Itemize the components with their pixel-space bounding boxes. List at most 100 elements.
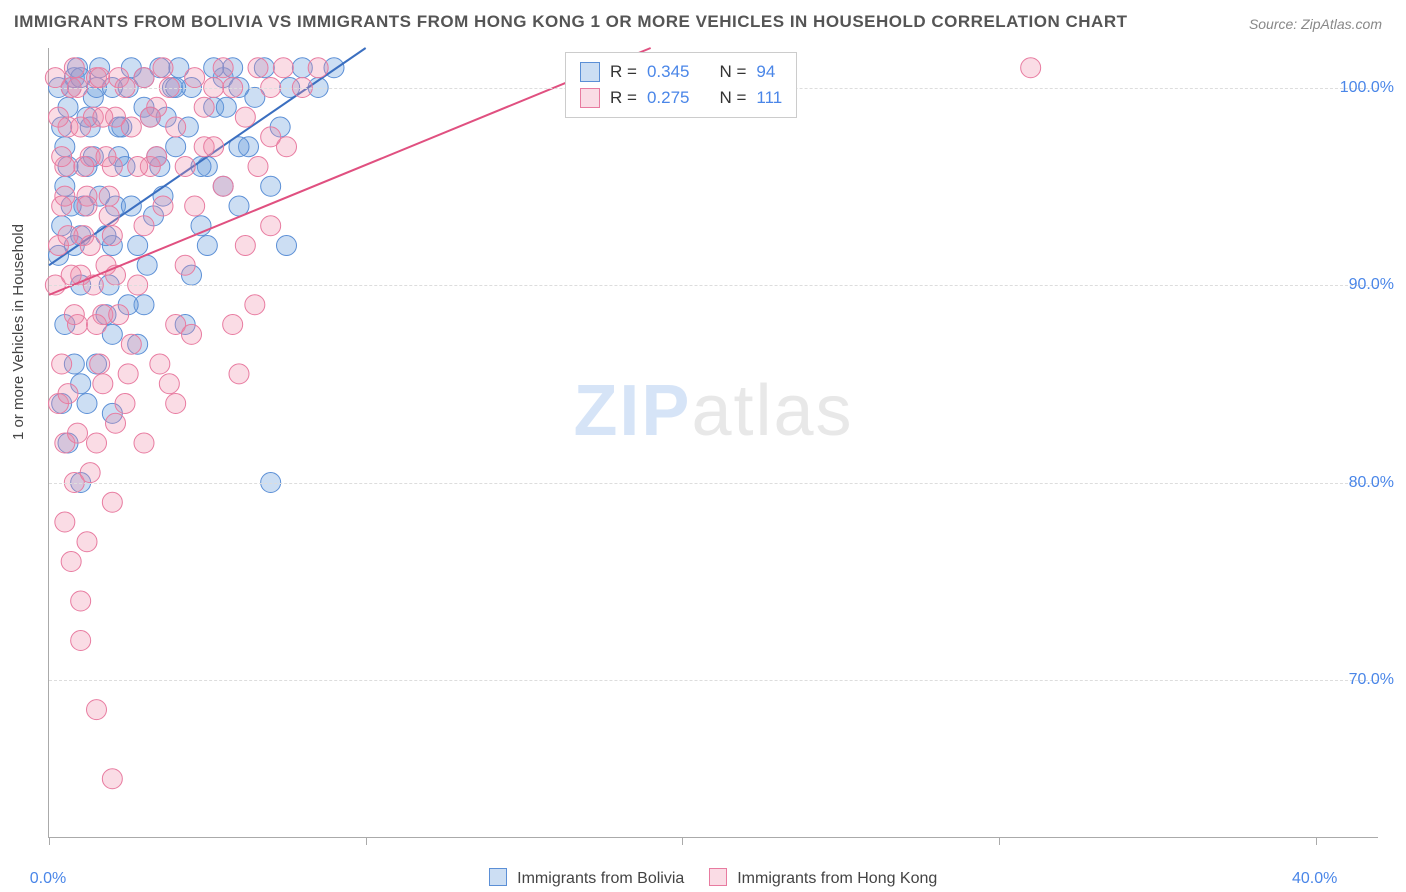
source-label: Source: ZipAtlas.com <box>1249 16 1382 32</box>
scatter-point-bolivia <box>128 236 148 256</box>
scatter-point-hongkong <box>90 68 110 88</box>
gridline-h <box>49 285 1378 286</box>
scatter-point-bolivia <box>197 236 217 256</box>
scatter-point-hongkong <box>204 137 224 157</box>
scatter-point-hongkong <box>248 157 268 177</box>
scatter-point-hongkong <box>102 492 122 512</box>
scatter-point-hongkong <box>64 58 84 78</box>
y-tick-label: 70.0% <box>1349 671 1394 689</box>
scatter-point-hongkong <box>71 591 91 611</box>
scatter-point-bolivia <box>277 236 297 256</box>
scatter-point-hongkong <box>49 107 69 127</box>
scatter-point-hongkong <box>213 176 233 196</box>
x-tick <box>1316 837 1317 845</box>
n-label: N = <box>719 88 746 108</box>
x-tick <box>999 837 1000 845</box>
stats-row-hongkong: R = 0.275 N = 111 <box>580 85 782 111</box>
y-tick-label: 100.0% <box>1340 79 1394 97</box>
scatter-point-hongkong <box>134 68 154 88</box>
scatter-point-hongkong <box>248 58 268 78</box>
correlation-stats-box: R = 0.345 N = 94 R = 0.275 N = 111 <box>565 52 797 118</box>
scatter-point-hongkong <box>159 374 179 394</box>
scatter-point-hongkong <box>140 107 160 127</box>
scatter-point-bolivia <box>261 176 281 196</box>
scatter-point-hongkong <box>87 700 107 720</box>
chart-title: IMMIGRANTS FROM BOLIVIA VS IMMIGRANTS FR… <box>14 12 1128 32</box>
scatter-point-hongkong <box>245 295 265 315</box>
scatter-point-hongkong <box>99 206 119 226</box>
scatter-point-hongkong <box>55 512 75 532</box>
scatter-point-bolivia <box>77 394 97 414</box>
scatter-point-bolivia <box>216 97 236 117</box>
scatter-point-hongkong <box>106 413 126 433</box>
scatter-point-hongkong <box>77 196 97 216</box>
r-label: R = <box>610 88 637 108</box>
scatter-point-hongkong <box>80 236 100 256</box>
scatter-point-hongkong <box>134 216 154 236</box>
scatter-point-hongkong <box>175 255 195 275</box>
scatter-point-hongkong <box>115 394 135 414</box>
scatter-point-hongkong <box>182 324 202 344</box>
swatch-icon <box>580 88 600 108</box>
scatter-point-hongkong <box>185 68 205 88</box>
scatter-point-hongkong <box>61 552 81 572</box>
y-tick-label: 90.0% <box>1349 276 1394 294</box>
legend-bottom: Immigrants from Bolivia Immigrants from … <box>0 868 1406 888</box>
gridline-h <box>49 680 1378 681</box>
scatter-point-hongkong <box>194 97 214 117</box>
plot-area: ZIPatlas <box>48 48 1378 838</box>
scatter-point-hongkong <box>308 58 328 78</box>
scatter-point-hongkong <box>102 769 122 789</box>
scatter-point-hongkong <box>229 364 249 384</box>
scatter-point-hongkong <box>52 147 72 167</box>
x-tick <box>366 837 367 845</box>
n-value: 94 <box>756 62 775 82</box>
scatter-point-hongkong <box>223 315 243 335</box>
gridline-h <box>49 483 1378 484</box>
swatch-icon <box>580 62 600 82</box>
scatter-point-hongkong <box>213 58 233 78</box>
y-tick-label: 80.0% <box>1349 474 1394 492</box>
scatter-point-hongkong <box>185 196 205 216</box>
scatter-point-hongkong <box>71 631 91 651</box>
n-label: N = <box>719 62 746 82</box>
scatter-point-hongkong <box>153 58 173 78</box>
scatter-point-hongkong <box>261 216 281 236</box>
y-axis-label: 1 or more Vehicles in Household <box>10 224 27 440</box>
scatter-point-hongkong <box>134 433 154 453</box>
scatter-point-hongkong <box>1021 58 1041 78</box>
swatch-icon <box>489 868 507 886</box>
chart-svg <box>49 48 1378 837</box>
scatter-point-hongkong <box>93 374 113 394</box>
scatter-point-hongkong <box>150 354 170 374</box>
scatter-point-hongkong <box>235 236 255 256</box>
scatter-point-hongkong <box>87 315 107 335</box>
scatter-point-hongkong <box>166 117 186 137</box>
scatter-point-hongkong <box>87 433 107 453</box>
scatter-point-hongkong <box>71 117 91 137</box>
scatter-point-hongkong <box>58 384 78 404</box>
scatter-point-hongkong <box>166 394 186 414</box>
r-value: 0.345 <box>647 62 690 82</box>
scatter-point-hongkong <box>118 364 138 384</box>
scatter-point-hongkong <box>77 532 97 552</box>
scatter-point-hongkong <box>121 117 141 137</box>
scatter-point-hongkong <box>235 107 255 127</box>
scatter-point-hongkong <box>68 423 88 443</box>
scatter-point-hongkong <box>45 68 65 88</box>
n-value: 111 <box>756 88 782 108</box>
legend-label-hongkong: Immigrants from Hong Kong <box>737 870 937 887</box>
scatter-point-hongkong <box>58 226 78 246</box>
scatter-point-hongkong <box>121 334 141 354</box>
scatter-point-hongkong <box>52 354 72 374</box>
scatter-point-hongkong <box>99 186 119 206</box>
scatter-point-hongkong <box>74 157 94 177</box>
scatter-point-hongkong <box>147 147 167 167</box>
scatter-point-hongkong <box>80 463 100 483</box>
scatter-point-hongkong <box>64 305 84 325</box>
swatch-icon <box>709 868 727 886</box>
scatter-point-hongkong <box>261 127 281 147</box>
scatter-point-hongkong <box>153 196 173 216</box>
x-tick <box>682 837 683 845</box>
x-tick-label: 40.0% <box>1292 870 1337 888</box>
